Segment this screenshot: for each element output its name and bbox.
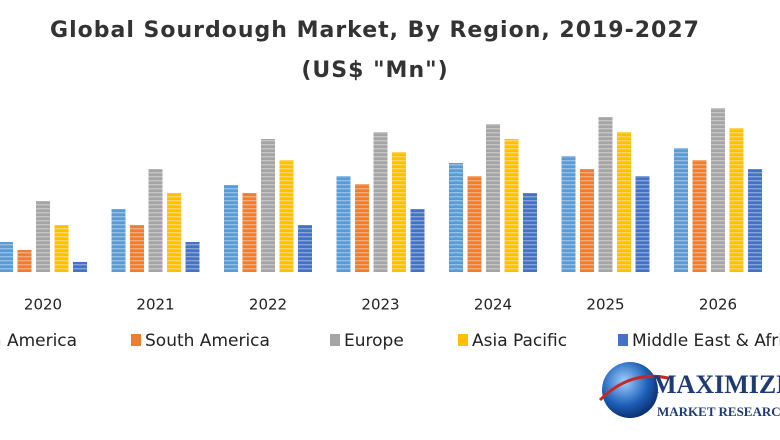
bar-stripes (111, 209, 126, 272)
bar-stripes (298, 225, 312, 272)
legend-swatch (618, 334, 628, 346)
bar-stripes (73, 262, 87, 272)
bar-stripes (148, 169, 163, 272)
bar-stripes (373, 132, 388, 272)
bar-stripes (729, 128, 744, 272)
x-tick-label: 2026 (699, 296, 737, 314)
legend-label: Europe (344, 331, 404, 351)
bar-stripes (392, 152, 406, 272)
bar-stripes (598, 117, 613, 272)
bar-stripes (355, 184, 369, 272)
legend-label: South America (145, 331, 270, 351)
bar-stripes (692, 160, 707, 272)
bar-stripes (748, 169, 762, 272)
bar-stripes (580, 169, 594, 272)
bar-stripes (17, 250, 32, 272)
bar-stripes (674, 148, 688, 272)
logo-tagline: MARKET RESEARCH (657, 404, 780, 419)
logo-name: MAXIMIZE (652, 370, 780, 399)
x-tick-label: 2021 (136, 296, 174, 314)
bar-stripes (224, 185, 238, 272)
bar-stripes (279, 160, 294, 272)
bar-stripes (54, 225, 69, 272)
legend-swatch (131, 334, 141, 346)
bar-stripes (36, 201, 50, 272)
bar-stripes (711, 108, 725, 272)
chart-subtitle: (US$ "Mn") (301, 58, 448, 83)
x-tick-label: 2023 (361, 296, 399, 314)
bar-stripes (410, 209, 425, 272)
bar-stripes (336, 176, 351, 272)
legend-label: Asia Pacific (472, 331, 567, 351)
legend-swatch (458, 334, 468, 346)
bar-stripes (185, 242, 200, 272)
x-tick-label: 2020 (24, 296, 62, 314)
logo-swoosh (598, 374, 669, 402)
bar-stripes (167, 193, 181, 272)
legend-label: Middle East & Africa (632, 331, 780, 351)
bar-stripes (523, 193, 537, 272)
x-tick-label: 2025 (586, 296, 624, 314)
logo: MAXIMIZE MARKET RESEARCH (598, 362, 780, 419)
bar-stripes (449, 163, 463, 272)
bar-stripes (561, 156, 576, 272)
bar-stripes (242, 193, 257, 272)
bar-stripes (130, 225, 144, 272)
legend-label: North America (0, 331, 77, 351)
bar-stripes (635, 176, 650, 272)
x-tick-label: 2022 (249, 296, 287, 314)
bar-stripes (467, 176, 482, 272)
legend-swatch (330, 334, 340, 346)
bar-stripes (261, 139, 275, 272)
bar-stripes (617, 132, 631, 272)
bar-stripes (486, 124, 500, 272)
x-tick-label: 2024 (474, 296, 512, 314)
bar-stripes (504, 139, 519, 272)
bar-stripes (0, 242, 13, 272)
chart-title: Global Sourdough Market, By Region, 2019… (50, 18, 700, 43)
